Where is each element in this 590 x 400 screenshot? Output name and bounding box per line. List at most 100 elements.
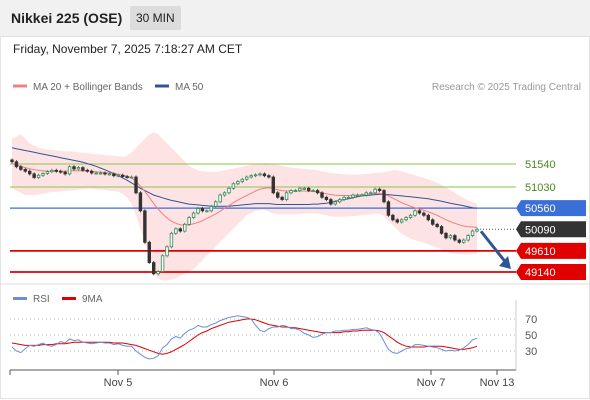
candle-body bbox=[54, 169, 58, 172]
candle-body bbox=[191, 212, 196, 218]
forecast-arrow bbox=[479, 230, 511, 269]
candle-body bbox=[395, 219, 399, 223]
candle-body bbox=[320, 192, 324, 198]
candle-body bbox=[422, 212, 426, 216]
level-tag-49610 bbox=[516, 242, 586, 259]
candle-body bbox=[245, 176, 249, 180]
timeframe-button[interactable]: 30 MIN bbox=[130, 6, 181, 30]
candle-body bbox=[103, 172, 107, 175]
candle-body bbox=[404, 217, 408, 221]
rsi-ma-legend-swatch bbox=[62, 297, 76, 300]
candle-body bbox=[156, 271, 160, 275]
rsi-legend-swatch bbox=[13, 297, 27, 300]
candle-body bbox=[81, 167, 85, 171]
x-tick-label: Nov 5 bbox=[104, 377, 133, 389]
legend-label-ma20: MA 20 + Bollinger Bands bbox=[33, 82, 143, 93]
candle-body bbox=[94, 172, 98, 175]
candle-body bbox=[32, 173, 36, 178]
candle-body bbox=[85, 169, 89, 172]
candle-body bbox=[280, 196, 284, 200]
legend-label-ma50: MA 50 bbox=[175, 82, 204, 93]
candle-body bbox=[59, 170, 63, 173]
candle-body bbox=[324, 196, 329, 200]
candle-body bbox=[315, 190, 320, 194]
candle-body bbox=[302, 187, 306, 190]
ma50-line bbox=[11, 147, 478, 209]
candle-body bbox=[333, 201, 337, 205]
chart-datetime: Friday, November 7, 2025 7:18:27 AM CET bbox=[13, 42, 243, 56]
candle-body bbox=[408, 214, 413, 218]
header-bar: Nikkei 225 (OSE) 30 MIN bbox=[0, 0, 590, 37]
candle-body bbox=[63, 171, 67, 175]
candle-body bbox=[10, 159, 14, 163]
level-lines bbox=[10, 163, 516, 273]
research-credit: Research © 2025 Trading Central bbox=[432, 82, 581, 93]
candle-body bbox=[426, 214, 430, 221]
candle-body bbox=[90, 170, 94, 174]
candle-body bbox=[45, 171, 50, 174]
candle-body bbox=[174, 228, 178, 234]
candle-body bbox=[23, 168, 27, 172]
rsi-ma-line bbox=[11, 318, 478, 355]
candle-body bbox=[98, 172, 103, 175]
legend-swatch-ma20 bbox=[13, 84, 27, 88]
candle-body bbox=[360, 194, 364, 197]
candle-body bbox=[222, 192, 227, 196]
candle-body bbox=[355, 194, 360, 197]
candle-body bbox=[50, 169, 54, 173]
candle-body bbox=[178, 228, 182, 232]
candle-body bbox=[112, 173, 116, 177]
level-tag-49140 bbox=[516, 264, 586, 280]
candle-body bbox=[391, 214, 395, 221]
candle-body bbox=[165, 246, 169, 257]
candle-body bbox=[200, 208, 205, 212]
candle-body bbox=[413, 210, 417, 216]
candle-body bbox=[28, 170, 32, 175]
rsi-legend-label: RSI bbox=[33, 294, 50, 305]
candle-body bbox=[121, 174, 125, 177]
rsi-panel: 70 50 30 bbox=[10, 314, 537, 360]
candle-body bbox=[72, 166, 76, 170]
candle-body bbox=[298, 187, 302, 191]
candle-body bbox=[276, 192, 280, 198]
candle-body bbox=[209, 205, 213, 212]
candle-body bbox=[431, 219, 435, 225]
rsi-line bbox=[11, 315, 478, 360]
candle-body bbox=[187, 217, 191, 225]
level-tag-50090 bbox=[516, 221, 586, 238]
forecast-arrow-shaft bbox=[479, 230, 509, 265]
x-tick-label: Nov 13 bbox=[480, 377, 515, 389]
candle-body bbox=[169, 232, 174, 248]
candles bbox=[10, 158, 479, 276]
rsi-tick-50: 50 bbox=[525, 330, 537, 342]
x-axis: Nov 5 Nov 6 Nov 7 Nov 13 bbox=[9, 300, 517, 389]
level-tag-text-49610: 49610 bbox=[525, 246, 556, 258]
candle-body bbox=[417, 210, 422, 214]
level-label-51540: 51540 bbox=[525, 159, 556, 171]
candle-body bbox=[267, 175, 271, 178]
candle-body bbox=[466, 235, 470, 241]
candle-body bbox=[116, 174, 120, 177]
ma20-line bbox=[11, 163, 478, 228]
candle-body bbox=[364, 192, 368, 196]
candle-body bbox=[134, 176, 138, 194]
candle-body bbox=[329, 199, 333, 205]
candle-body bbox=[293, 190, 298, 192]
candle-body bbox=[196, 208, 200, 214]
candle-body bbox=[236, 181, 240, 185]
candle-body bbox=[19, 166, 23, 170]
level-tag-50560 bbox=[516, 200, 586, 217]
candle-body bbox=[160, 255, 165, 272]
moving-averages bbox=[11, 147, 478, 228]
candle-body bbox=[373, 188, 377, 194]
candle-body bbox=[129, 176, 134, 179]
candle-body bbox=[143, 210, 147, 243]
rsi-tick-30: 30 bbox=[525, 346, 537, 358]
rsi-ma-legend-label: 9MA bbox=[82, 294, 103, 305]
candle-body bbox=[439, 226, 444, 234]
candle-body bbox=[400, 219, 404, 223]
candle-body bbox=[138, 192, 143, 212]
level-tag-text-50090: 50090 bbox=[525, 224, 556, 236]
x-tick-label: Nov 7 bbox=[417, 377, 446, 389]
